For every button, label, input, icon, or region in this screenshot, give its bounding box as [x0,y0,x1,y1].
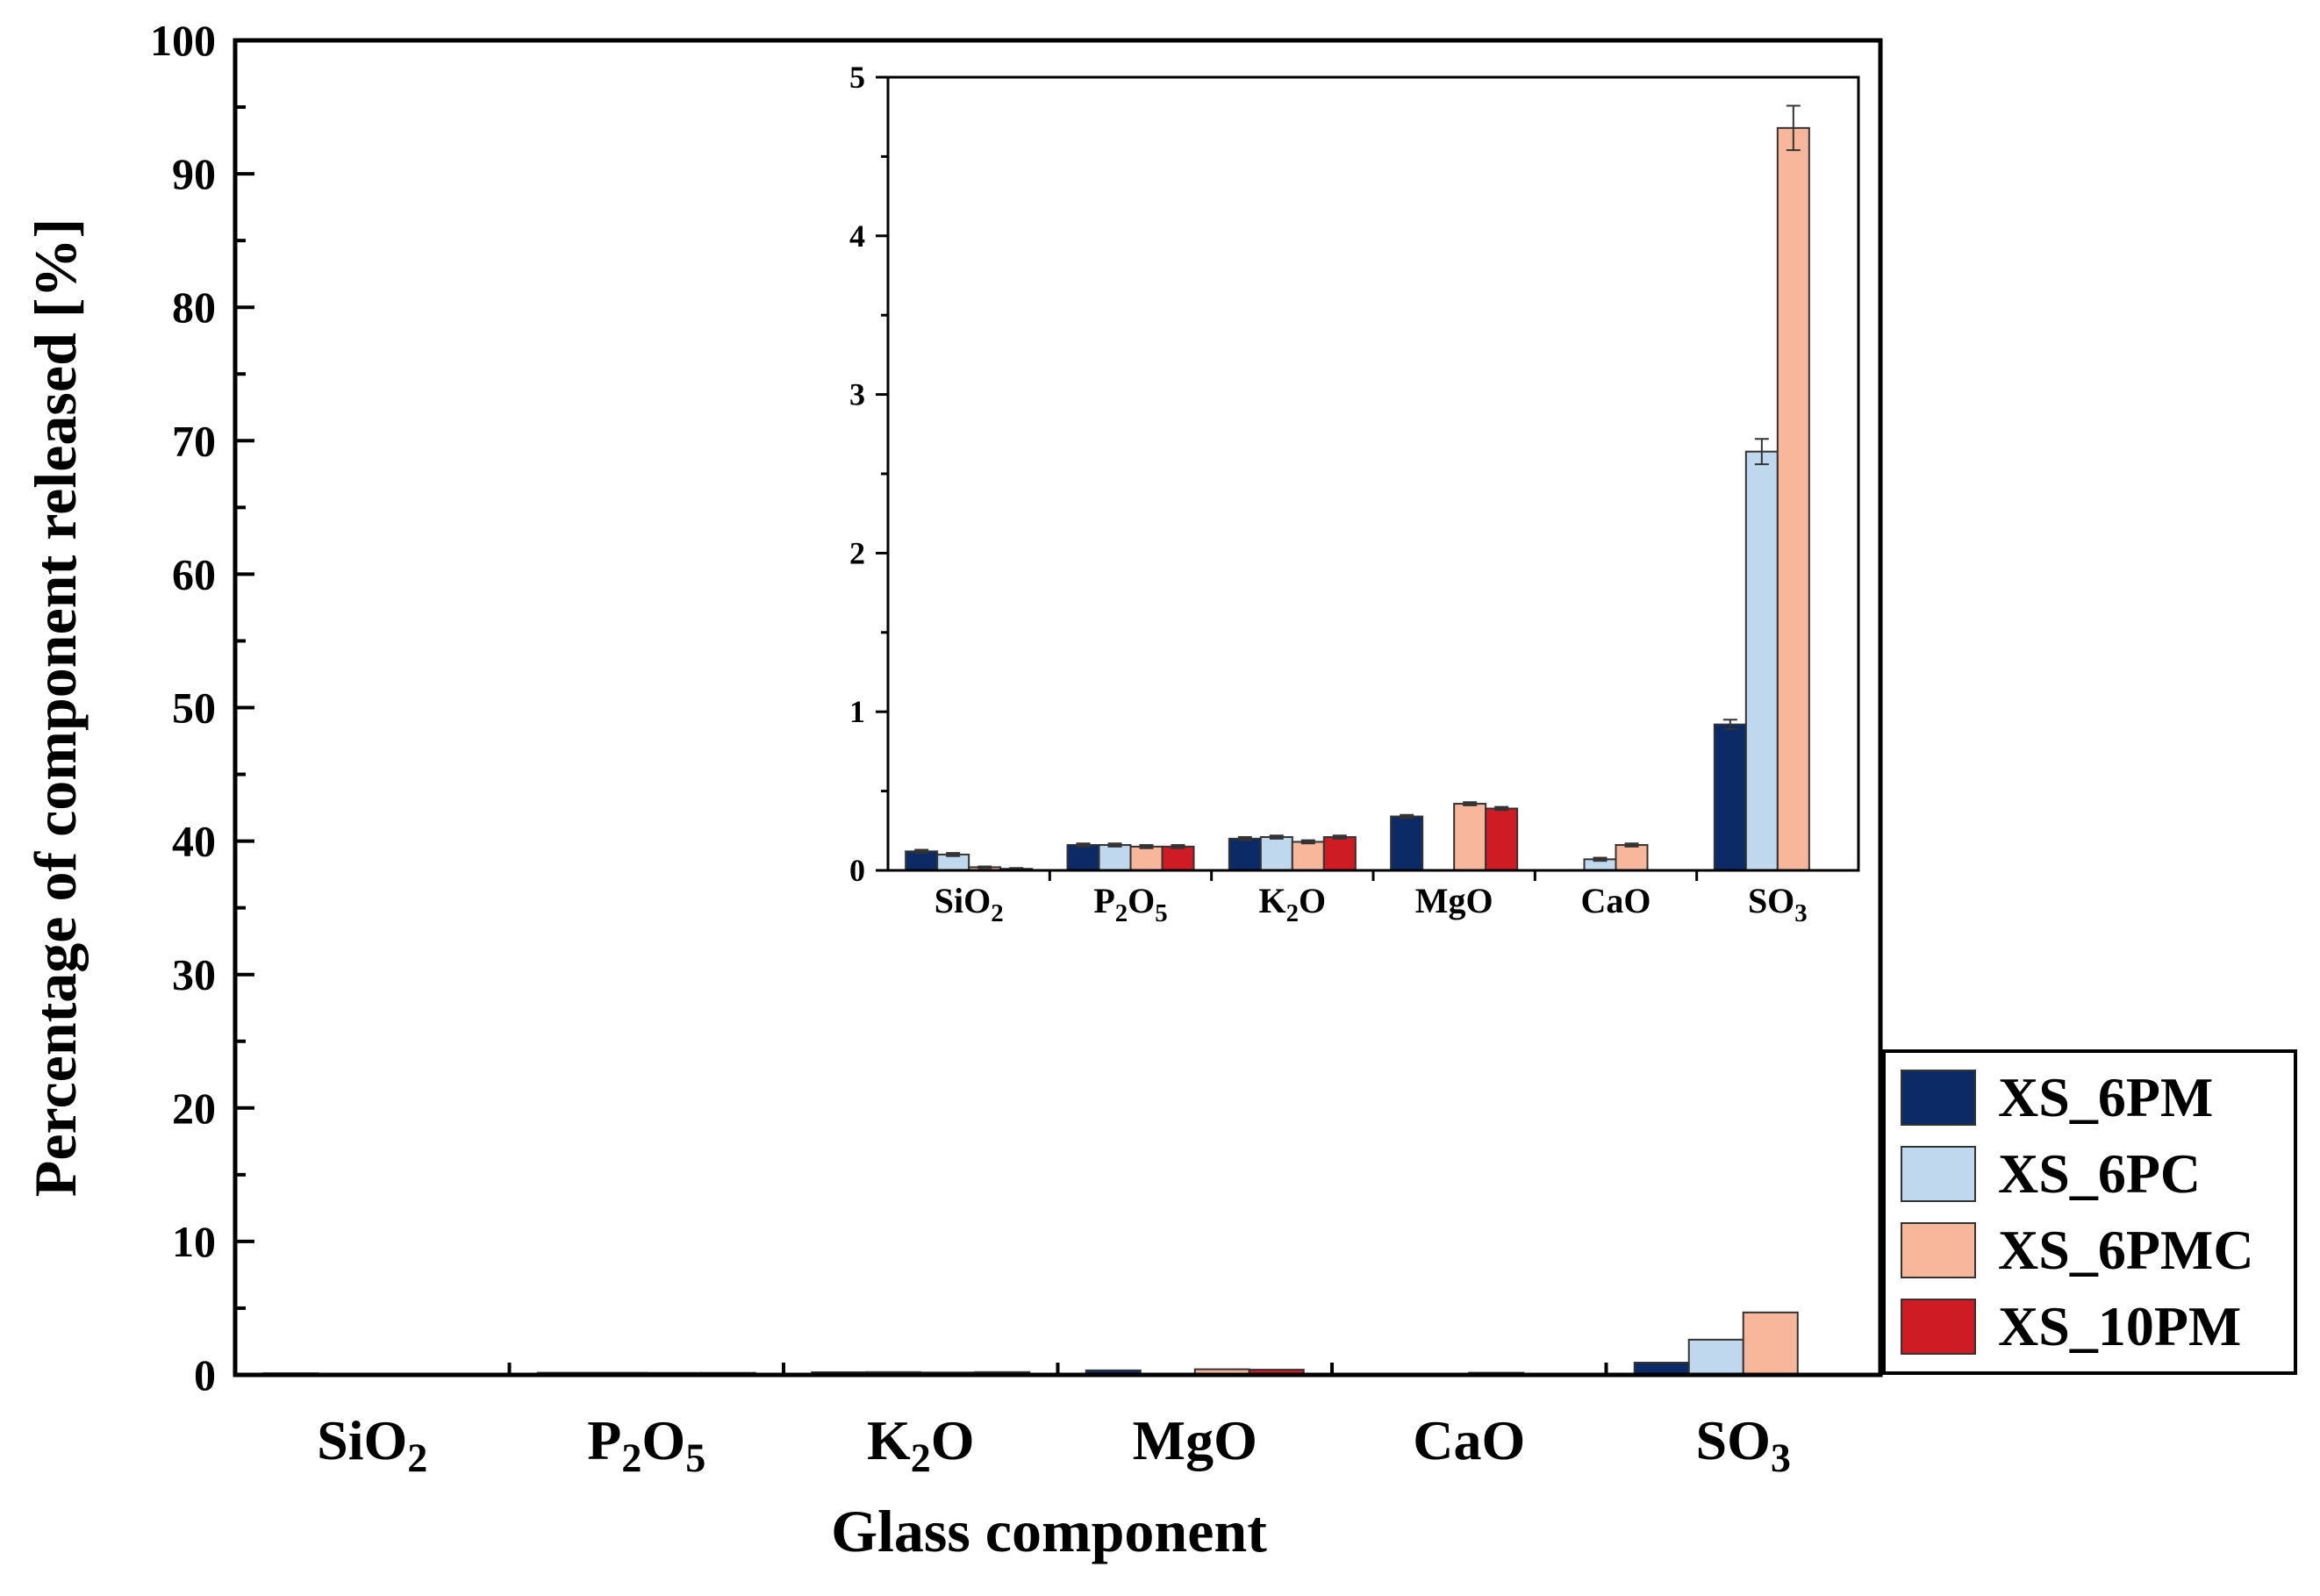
inset-plot-frame [886,75,1860,872]
legend-swatch-XS_10PM [1901,1299,1976,1355]
main-x-tick-label: CaO [1413,1409,1525,1471]
main-x-tick-label-text: O [641,1409,685,1471]
inset-y-tick-label: 3 [849,377,865,412]
inset-x-tick-label-subscript: 2 [1115,899,1128,927]
main-y-axis: 0 10 20 30 40 50 60 70 80 90 100 [150,16,254,1399]
inset-x-tick-label-text: SiO [934,881,991,920]
main-x-tick-label: SO3 [1696,1409,1791,1480]
main-x-tick-label-text: P [587,1409,621,1471]
inset-x-tick-label-text: O [1128,881,1155,920]
inset-x-tick-label: K2O [1259,881,1327,927]
legend-swatch-XS_6PMC [1901,1222,1976,1278]
main-x-axis-title: Glass component [831,1498,1267,1564]
legend-swatch-XS_6PM [1901,1070,1976,1126]
main-x-tick-label-subscript: 5 [685,1435,705,1480]
inset-bar-XS_6PM [1228,837,1262,872]
main-x-tick-label-text: O [931,1409,975,1471]
main-y-tick-label: 60 [172,549,216,598]
inset-bar-XS_10PM [1161,845,1195,872]
inset-bar-XS_6PMC [1453,803,1487,872]
main-y-tick-label: 50 [172,683,216,733]
legend-label: XS_6PM [1998,1066,2213,1128]
main-x-tick-label: K2O [867,1409,975,1480]
inset-bar-XS_6PMC [1615,844,1649,872]
inset-x-tick-label-text: SO [1748,881,1794,920]
inset-x-tick-label: SiO2 [934,881,1004,927]
legend: XS_6PM XS_6PC XS_6PMC XS_10PM [1882,1049,2297,1375]
inset-bar-XS_10PM [1485,807,1519,871]
main-y-tick-label: 90 [172,149,216,198]
main-y-tick-label: 30 [172,950,216,999]
inset-bar-XS_6PMC [1129,845,1164,872]
legend-label: XS_6PC [1998,1142,2201,1205]
legend-swatch-XS_6PC [1901,1146,1976,1202]
main-y-tick-label: 80 [172,283,216,332]
legend-label: XS_10PM [1998,1295,2241,1357]
main-x-tick-label: MgO [1133,1409,1257,1471]
main-x-tick-label-text: SiO [317,1409,407,1471]
inset-x-tick-label-text: MgO [1415,881,1493,920]
inset-x-tick-label: P2O5 [1093,881,1167,927]
main-x-tick-label-text: K [867,1409,911,1471]
inset-bar-XS_6PMC [1776,126,1810,871]
inset-x-tick-label-text: O [1299,881,1326,920]
inset-x-tick-label-text: CaO [1581,881,1651,920]
inset-x-tick-label-subscript: 2 [1286,899,1299,927]
inset-background [888,77,1858,870]
main-bar-XS_6PC [1687,1338,1744,1376]
inset-x-tick-label-text: P [1093,881,1114,920]
main-y-tick-label: 20 [172,1084,216,1133]
main-y-tick-label: 0 [194,1350,216,1399]
inset-x-tick-label-text: K [1259,881,1286,920]
main-y-tick-label: 70 [172,416,216,465]
main-y-axis-title: Percentage of component released [%] [22,218,89,1197]
main-x-tick-label-subscript: 2 [621,1435,641,1480]
main-x-tick-label-text: SO [1696,1409,1771,1471]
inset-bar-XS_6PC [1098,844,1132,872]
inset-bar-XS_6PM [1066,844,1100,872]
inset-bar-XS_10PM [1322,836,1357,871]
main-x-axis: SiO2 P2O5 K2O MgO CaO SO3 [317,1363,1882,1480]
main-y-tick-label: 10 [172,1217,216,1266]
inset-y-tick-label: 4 [849,218,865,254]
inset-y-tick-label: 1 [849,694,865,729]
main-x-tick-label: P2O5 [587,1409,705,1480]
inset-x-tick-label-subscript: 3 [1794,899,1807,927]
inset-bar-XS_6PM [1713,723,1747,871]
inset-x-axis: SiO2 P2O5 K2O MgO CaO SO3 [934,870,1808,927]
inset-bar-XS_6PC [1259,836,1293,871]
main-x-tick-label: SiO2 [317,1409,427,1480]
inset-y-tick-label: 2 [849,535,865,570]
inset-x-tick-label-subscript: 5 [1155,899,1167,927]
main-x-tick-label-text: CaO [1413,1409,1525,1471]
main-x-tick-label-subscript: 2 [911,1435,931,1480]
main-x-tick-label-subscript: 2 [407,1435,427,1480]
inset-bar-XS_6PM [905,850,939,872]
main-plot-frame [233,38,1883,1378]
inset-bar-XS_6PMC [1291,841,1325,871]
main-y-tick-label: 100 [150,16,216,65]
main-x-tick-label-subscript: 3 [1771,1435,1791,1480]
inset-x-tick-label: MgO [1415,881,1493,920]
inset-bar-XS_6PC [1744,450,1779,871]
inset-y-tick-label: 0 [849,853,865,888]
inset-x-tick-label: SO3 [1748,881,1808,927]
inset-bars [905,104,1810,872]
inset-x-tick-label: CaO [1581,881,1651,920]
main-y-tick-label: 40 [172,817,216,866]
legend-label: XS_6PMC [1998,1219,2254,1281]
inset-x-tick-label-subscript: 2 [991,899,1003,927]
main-bar-XS_6PMC [1742,1311,1799,1377]
inset-y-tick-label: 5 [849,60,865,95]
inset-bar-XS_6PM [1390,815,1424,872]
main-x-tick-label-text: MgO [1133,1409,1257,1471]
